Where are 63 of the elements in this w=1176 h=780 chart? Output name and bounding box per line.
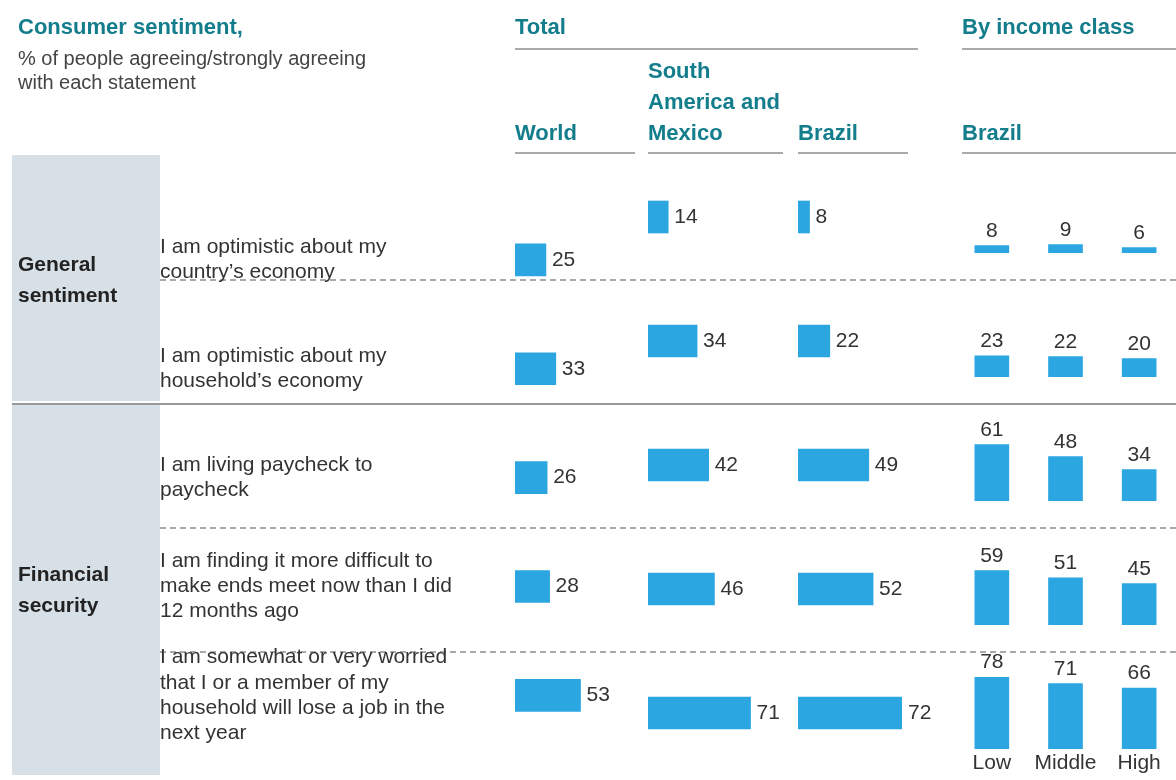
data-label: 59: [980, 542, 1004, 566]
bar: [648, 448, 709, 482]
data-label: 9: [1059, 216, 1072, 240]
bar: [648, 572, 715, 606]
data-label: 34: [1127, 441, 1152, 465]
text: Consumer sentiment,: [18, 14, 243, 40]
text: Financial security: [18, 561, 111, 618]
chart-title: South America and Mexico: [648, 57, 782, 147]
data-label: 6: [1133, 219, 1146, 243]
data-label: 33: [561, 355, 586, 379]
data-label: 48: [1053, 428, 1078, 452]
bar: [648, 324, 698, 358]
data-label: 49: [874, 451, 899, 475]
bar: [798, 696, 902, 730]
text: By income class: [962, 14, 1135, 40]
data-label: 71: [1053, 655, 1078, 679]
data-label: 22: [835, 327, 860, 351]
text: General sentiment: [18, 251, 119, 308]
y-tick-label: I am living paycheck to paycheck: [160, 451, 373, 500]
text: Total: [515, 14, 566, 40]
bar: [648, 696, 751, 730]
data-label: 66: [1127, 660, 1151, 684]
data-label: 53: [586, 682, 610, 706]
chart-title: World: [515, 119, 577, 147]
text: % of people agreeing/strongly agreeing with each statement: [18, 46, 368, 94]
bar: [515, 570, 550, 603]
bar: [798, 200, 810, 234]
chart-title: Brazil: [962, 119, 1022, 147]
bar: [515, 679, 581, 712]
data-label: 20: [1127, 330, 1151, 354]
chart-title: Brazil: [798, 119, 858, 147]
data-label: 8: [815, 203, 828, 227]
data-label: 26: [553, 464, 577, 488]
bar: [515, 461, 548, 494]
y-tick-label: I am optimistic about my household’s economy: [160, 342, 387, 392]
data-label: 78: [980, 649, 1004, 673]
y-tick-label: I am finding it more difficult to make ends meet now than I did 12 months ago: [160, 548, 452, 622]
data-label: 8: [985, 217, 998, 241]
bar: [798, 324, 831, 358]
data-label: 46: [720, 575, 744, 599]
data-label: 23: [980, 328, 1004, 352]
data-label: 14: [674, 203, 698, 227]
x-tick-label: Low: [972, 750, 1012, 774]
data-label: 22: [1053, 328, 1078, 352]
data-label: 45: [1127, 555, 1151, 579]
data-label: 61: [980, 416, 1004, 440]
data-label: 51: [1053, 550, 1078, 574]
x-tick-label: Middle: [1034, 750, 1097, 774]
data-label: 72: [908, 699, 932, 723]
data-label: 52: [879, 575, 903, 599]
data-label: 28: [555, 573, 579, 597]
y-tick-label: I am optimistic about my country’s economy: [160, 234, 387, 283]
bar: [515, 243, 547, 277]
data-label: 34: [703, 327, 727, 351]
x-tick-label: High: [1117, 750, 1161, 774]
bar: [798, 448, 870, 482]
y-tick-label: I am somewhat or very worried that I or a member of my household will lose a job in the next year: [160, 644, 448, 743]
data-label: 42: [714, 451, 739, 475]
data-label: 71: [756, 699, 780, 723]
bar: [648, 200, 669, 234]
data-label: 25: [551, 246, 576, 270]
bar: [515, 352, 557, 386]
bar: [798, 572, 874, 606]
